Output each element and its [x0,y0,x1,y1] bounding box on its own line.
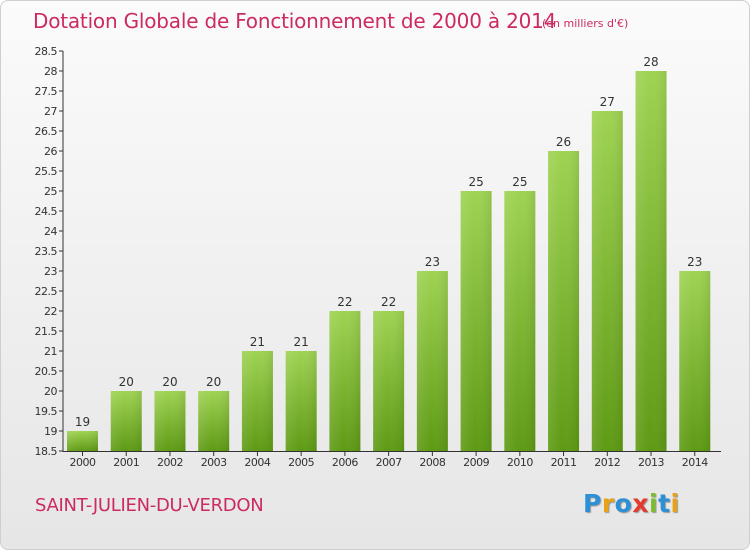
x-tick-label: 2006 [332,456,358,469]
x-tick-label: 2000 [70,456,96,469]
bar-shine [416,271,448,451]
x-tick-label: 2011 [551,456,577,469]
y-tick-label: 20.5 [35,365,58,378]
bar-shine [679,271,711,451]
y-tick-label: 23 [44,265,57,278]
bar-shine [373,311,405,451]
bar-shine [635,71,667,451]
y-tick-label: 28.5 [35,45,58,58]
x-tick-label: 2005 [288,456,314,469]
x-tick-label: 2014 [682,456,708,469]
logo-letter: r [601,489,615,518]
x-tick-label: 2008 [419,456,445,469]
data-label: 26 [556,135,571,149]
bar-shine [67,431,98,451]
y-tick-label: 25 [44,185,57,198]
data-label: 27 [600,95,615,109]
bar-shine [198,391,230,451]
y-tick-label: 18.5 [35,445,58,458]
data-label: 19 [75,415,90,429]
chart-subtitle: (en milliers d'€) [542,17,629,30]
logo-letter: x [632,489,649,518]
x-tick-label: 2007 [376,456,402,469]
x-tick-label: 2003 [201,456,227,469]
y-tick-label: 24 [44,225,57,238]
y-tick-label: 21 [44,345,57,358]
x-tick-label: 2010 [507,456,533,469]
bars [67,71,711,451]
x-tick-label: 2004 [244,456,270,469]
chart-title: Dotation Globale de Fonctionnement de 20… [33,9,557,33]
y-tick-label: 22 [44,305,57,318]
data-label: 22 [381,295,396,309]
x-tick-label: 2012 [594,456,620,469]
logo-letter: i [649,489,659,518]
proxiti-logo: Proxiti [583,489,680,518]
y-tick-label: 21.5 [35,325,58,338]
y-tick-label: 23.5 [35,245,58,258]
bar-shine [241,351,273,451]
y-tick-label: 24.5 [35,205,58,218]
logo-letter: o [614,489,633,518]
y-tick-label: 20 [44,385,57,398]
bar-shine [591,111,623,451]
x-tick-label: 2009 [463,456,489,469]
commune-name: SAINT-JULIEN-DU-VERDON [35,495,264,516]
data-label: 25 [512,175,527,189]
data-label: 20 [119,375,134,389]
bar-shine [329,311,361,451]
x-tick-label: 2013 [638,456,664,469]
data-label: 21 [250,335,265,349]
bar-shine [460,191,492,451]
y-tick-label: 25.5 [35,165,58,178]
y-tick-label: 22.5 [35,285,58,298]
bar-shine [110,391,142,451]
x-tick-label: 2002 [157,456,183,469]
data-label: 20 [162,375,177,389]
y-tick-label: 26 [44,145,57,158]
bar-shine [504,191,536,451]
data-label: 22 [337,295,352,309]
data-label: 20 [206,375,221,389]
x-tick-label: 2001 [113,456,139,469]
data-label: 23 [425,255,440,269]
y-tick-label: 19 [44,425,57,438]
y-tick-label: 19.5 [35,405,58,418]
logo-letter: t [658,489,671,518]
y-tick-label: 28 [44,65,57,78]
logo-letter: P [583,489,602,518]
data-labels: 19 20 20 20 21 21 22 22 23 25 25 26 27 28 23 [75,55,703,429]
data-label: 28 [643,55,658,69]
bar-shine [548,151,580,451]
bar-shine [285,351,317,451]
y-tick-label: 27.5 [35,85,58,98]
bar-shine [154,391,186,451]
logo-letter: i [670,489,680,518]
data-label: 25 [468,175,483,189]
data-label: 21 [294,335,309,349]
y-tick-label: 26.5 [35,125,58,138]
y-tick-label: 27 [44,105,57,118]
axes: 18.5 19 19.5 20 20.5 21 21.5 22 22.5 23 23.5 24 24.5… [35,45,721,469]
data-label: 23 [687,255,702,269]
